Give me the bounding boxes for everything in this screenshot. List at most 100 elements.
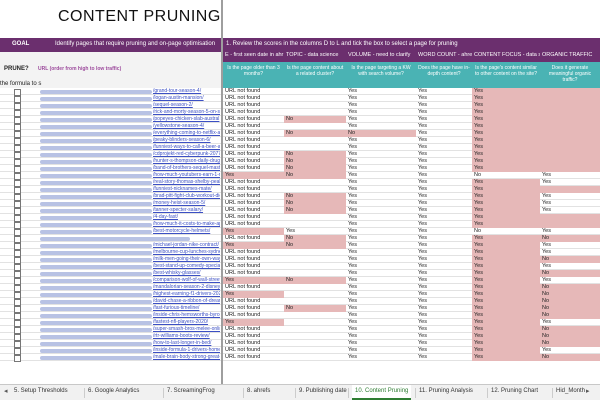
cell-focus[interactable]: Yes xyxy=(472,277,540,284)
cell-volume[interactable]: Yes xyxy=(348,284,357,290)
cell-focus[interactable]: Yes xyxy=(472,207,540,214)
cell-organic[interactable]: No xyxy=(540,270,600,277)
prune-checkbox[interactable] xyxy=(14,158,21,166)
cell-age[interactable]: URL not found xyxy=(225,284,261,290)
prune-checkbox[interactable] xyxy=(14,333,21,341)
cell-topic[interactable] xyxy=(284,186,346,193)
cell-volume[interactable]: Yes xyxy=(348,263,357,269)
prune-checkbox[interactable] xyxy=(14,200,21,208)
cell-age[interactable]: URL not found xyxy=(225,144,261,150)
prune-checkbox[interactable] xyxy=(14,116,21,124)
cell-focus[interactable]: Yes xyxy=(472,95,540,102)
sheet-tab[interactable]: 6. Google Analytics xyxy=(88,388,140,394)
url-cell[interactable]: /highest-earning-f1-drivers-2020/ xyxy=(40,291,220,298)
cell-age[interactable]: URL not found xyxy=(225,123,261,129)
url-cell[interactable]: /peaky-blinders-season-6/ xyxy=(40,137,220,144)
cell-word[interactable]: Yes xyxy=(418,109,427,115)
cell-volume[interactable]: Yes xyxy=(348,291,357,297)
cell-age[interactable]: URL not found xyxy=(225,312,261,318)
cell-word[interactable]: Yes xyxy=(418,242,427,248)
cell-organic[interactable] xyxy=(540,109,600,116)
cell-word[interactable]: Yes xyxy=(418,158,427,164)
cell-focus[interactable]: Yes xyxy=(472,158,540,165)
cell-volume[interactable]: Yes xyxy=(348,88,357,94)
cell-organic[interactable] xyxy=(540,95,600,102)
cell-age[interactable]: Yes xyxy=(223,277,284,284)
prune-checkbox[interactable] xyxy=(14,291,21,299)
cell-word[interactable]: Yes xyxy=(418,312,427,318)
cell-focus[interactable]: Yes xyxy=(472,235,540,242)
cell-volume[interactable]: Yes xyxy=(348,186,357,192)
cell-word[interactable]: Yes xyxy=(418,326,427,332)
cell-focus[interactable]: Yes xyxy=(472,319,540,326)
cell-focus[interactable]: Yes xyxy=(472,312,540,319)
cell-word[interactable]: Yes xyxy=(418,130,427,136)
cell-volume[interactable]: Yes xyxy=(348,298,357,304)
url-cell[interactable]: /melbourne-cup-lunches-sydney/ xyxy=(40,249,220,256)
cell-word[interactable]: Yes xyxy=(418,298,427,304)
cell-organic[interactable]: No xyxy=(540,312,600,319)
cell-volume[interactable]: Yes xyxy=(348,158,357,164)
cell-topic[interactable] xyxy=(284,340,346,347)
cell-age[interactable]: URL not found xyxy=(225,214,261,220)
url-cell[interactable]: /inside-formula-1-drivers-homes xyxy=(40,347,220,354)
url-path-link[interactable]: /rtr-williams-boots-review/ xyxy=(153,333,210,339)
url-cell[interactable]: /mandalorian-season-2-disney-p xyxy=(40,284,220,291)
cell-focus[interactable]: Yes xyxy=(472,221,540,228)
cell-volume[interactable]: Yes xyxy=(348,249,357,255)
url-cell[interactable] xyxy=(40,235,220,242)
cell-word[interactable]: Yes xyxy=(418,270,427,276)
cell-volume[interactable]: Yes xyxy=(348,193,357,199)
cell-word[interactable]: Yes xyxy=(418,228,427,234)
cell-focus[interactable]: Yes xyxy=(472,116,540,123)
cell-organic[interactable]: Yes xyxy=(542,193,551,199)
url-path-link[interactable]: /inside-formula-1-drivers-homes xyxy=(153,347,220,353)
cell-word[interactable]: Yes xyxy=(418,123,427,129)
cell-age[interactable]: URL not found xyxy=(225,305,261,311)
cell-organic[interactable] xyxy=(540,144,600,151)
cell-topic[interactable] xyxy=(284,249,346,256)
cell-age[interactable]: URL not found xyxy=(225,158,261,164)
cell-organic[interactable]: Yes xyxy=(542,277,551,283)
cell-age[interactable]: URL not found xyxy=(225,263,261,269)
cell-age[interactable]: URL not found xyxy=(225,333,261,339)
sheet-tab[interactable]: 11. Pruning Analysis xyxy=(419,388,473,394)
url-cell[interactable]: /yellowstone-season-4/ xyxy=(40,123,220,130)
cell-topic[interactable]: No xyxy=(284,151,346,158)
cell-age[interactable]: URL not found xyxy=(225,354,261,360)
cell-word[interactable]: Yes xyxy=(418,319,427,325)
url-path-link[interactable]: /popeyes-chicken-slab-austral xyxy=(153,116,220,122)
cell-word[interactable]: Yes xyxy=(418,144,427,150)
cell-age[interactable]: URL not found xyxy=(225,165,261,171)
prune-checkbox[interactable] xyxy=(14,249,21,257)
prune-checkbox[interactable] xyxy=(14,221,21,229)
url-cell[interactable]: /milk-men-going-their-own-way-mo xyxy=(40,256,220,263)
url-path-link[interactable]: /highest-earning-f1-drivers-2020/ xyxy=(153,291,220,297)
sheet-tab[interactable]: 7. ScreamingFrog xyxy=(167,388,215,394)
cell-topic[interactable]: No xyxy=(284,235,346,242)
cell-focus[interactable]: Yes xyxy=(472,305,540,312)
cell-age[interactable]: URL not found xyxy=(225,298,261,304)
cell-organic[interactable]: Yes xyxy=(542,263,551,269)
cell-volume[interactable]: Yes xyxy=(348,214,357,220)
url-cell[interactable]: /male-brain-body-strong-great-stru xyxy=(40,354,220,361)
cell-word[interactable]: Yes xyxy=(418,172,427,178)
cell-topic[interactable] xyxy=(284,256,346,263)
cell-organic[interactable]: No xyxy=(540,340,600,347)
cell-topic[interactable]: No xyxy=(284,116,346,123)
cell-volume[interactable]: Yes xyxy=(348,200,357,206)
cell-topic[interactable] xyxy=(284,179,346,186)
cell-volume[interactable]: Yes xyxy=(348,326,357,332)
sheet-tab[interactable]: 10. Content Pruning xyxy=(352,385,412,400)
url-path-link[interactable]: /fast-furious-timeline/ xyxy=(153,305,200,311)
url-path-link[interactable]: /funniest-nicknames-mate/ xyxy=(153,186,212,192)
prune-checkbox[interactable] xyxy=(14,165,21,173)
url-cell[interactable]: /best-whisky-glasses/ xyxy=(40,270,220,277)
cell-organic[interactable] xyxy=(540,214,600,221)
cell-volume[interactable]: Yes xyxy=(348,172,357,178)
prune-checkbox[interactable] xyxy=(14,88,21,96)
cell-focus[interactable]: Yes xyxy=(472,102,540,109)
cell-topic[interactable] xyxy=(284,284,346,291)
cell-age[interactable]: URL not found xyxy=(225,326,261,332)
sheet-tab[interactable]: 8. ahrefs xyxy=(247,388,271,394)
